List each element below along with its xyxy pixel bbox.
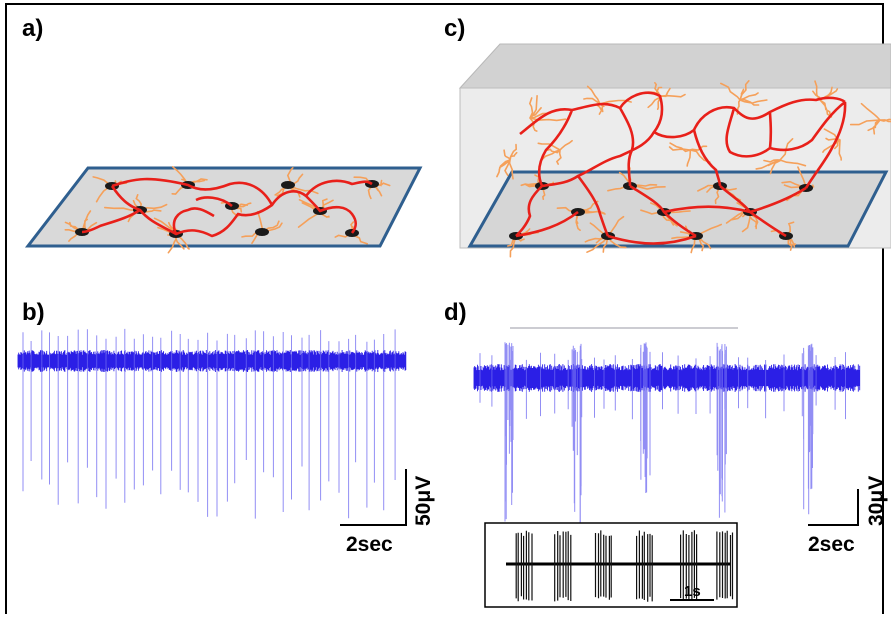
neurite-branches-3d <box>496 80 891 258</box>
spike-trace-2d <box>17 328 407 519</box>
spike-trace-3d <box>473 342 861 523</box>
noise-band-b <box>17 350 407 372</box>
spikes-b <box>22 328 396 519</box>
spikes-d <box>479 342 846 523</box>
inset-bursts <box>515 530 734 602</box>
panel-a-label: a) <box>22 15 43 42</box>
neuron-body <box>255 228 269 236</box>
culture-plate-2d <box>24 166 423 248</box>
scale-bar-d <box>808 489 859 526</box>
panel-d: d) 2sec 30μV 1s <box>444 299 888 608</box>
panel-b: b) 2sec 50μV <box>17 299 435 556</box>
panel-c: c) <box>444 15 891 258</box>
time-scale-label-b: 2sec <box>346 533 393 556</box>
panel-d-label: d) <box>444 299 467 326</box>
inset-trace <box>506 530 734 602</box>
hydrogel-top-face <box>458 43 891 89</box>
neuronal-network-3d <box>515 91 847 245</box>
panel-a: a) <box>22 15 423 254</box>
amplitude-scale-label-b: 50μV <box>412 476 435 526</box>
inset-scale-label: 1s <box>684 583 701 600</box>
amplitude-scale-label-d: 30μV <box>865 476 888 526</box>
panel-c-label: c) <box>444 15 465 42</box>
scale-bar-b <box>340 469 407 526</box>
neuron-body <box>281 181 295 189</box>
neurite-path <box>496 80 891 258</box>
panel-b-label: b) <box>22 299 45 326</box>
neuronal-network-2d <box>81 177 373 238</box>
figure-frame <box>5 3 884 614</box>
time-scale-label-d: 2sec <box>808 533 855 556</box>
inset-burst-trace: 1s <box>484 522 738 608</box>
